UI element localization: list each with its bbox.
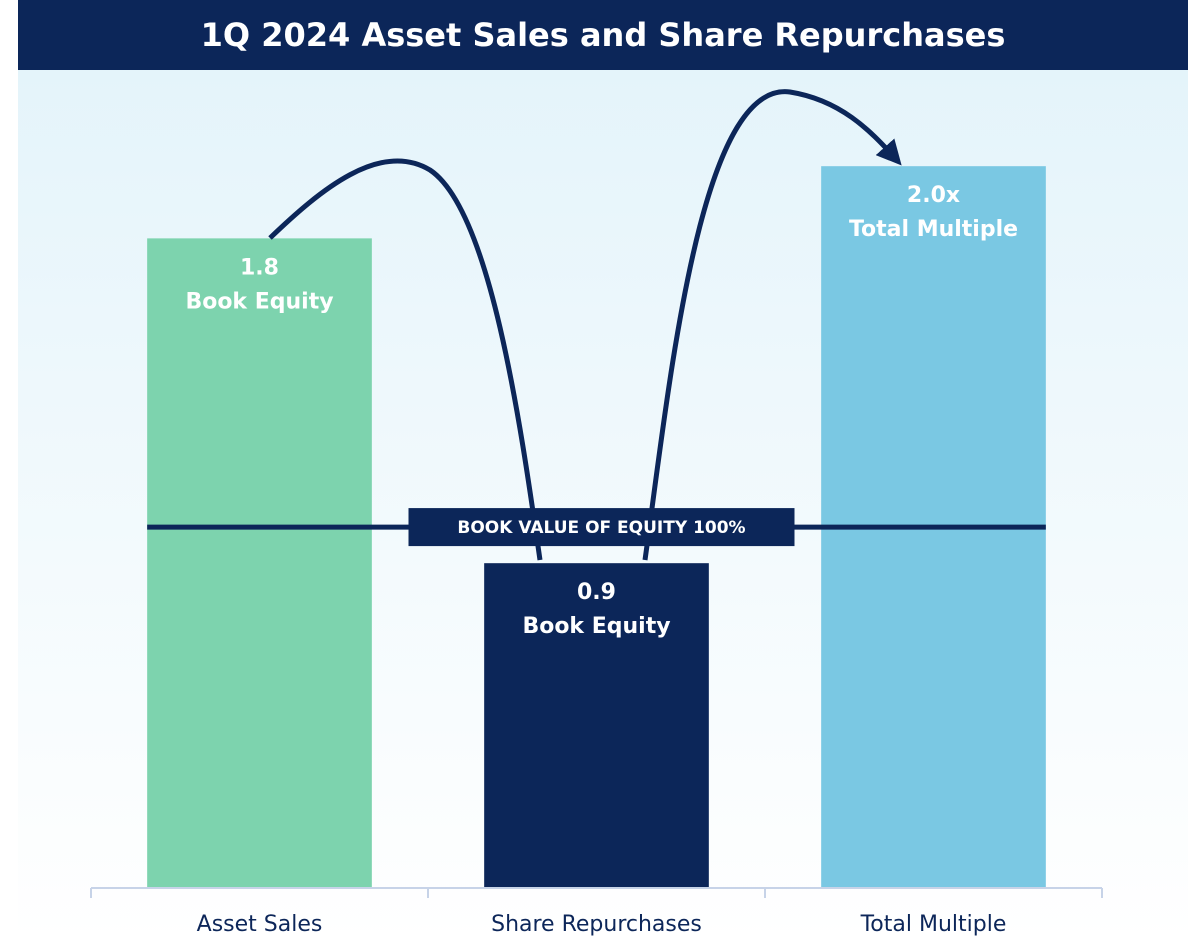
reference-label-box (408, 508, 795, 547)
value-label: 0.9 (577, 580, 616, 605)
value-label: 2.0x (907, 183, 960, 208)
bar (147, 238, 372, 888)
bar (484, 563, 709, 888)
bar-annotation: Total Multiple (849, 217, 1018, 242)
arrow (642, 89, 902, 561)
arrow (268, 158, 543, 561)
x-tick-label: Asset Sales (197, 912, 323, 937)
x-tick-label: Total Multiple (860, 912, 1007, 937)
value-label: 1.8 (240, 255, 279, 280)
chart-title: 1Q 2024 Asset Sales and Share Repurchase… (201, 16, 1006, 54)
reference-label: BOOK VALUE OF EQUITY 100% (457, 518, 745, 538)
x-tick-label: Share Repurchases (491, 912, 702, 937)
bar-annotation: Book Equity (522, 614, 670, 639)
title-bar (18, 0, 1188, 70)
bar-annotation: Book Equity (185, 289, 333, 314)
reference: BOOK VALUE OF EQUITY 100% (147, 508, 1046, 547)
